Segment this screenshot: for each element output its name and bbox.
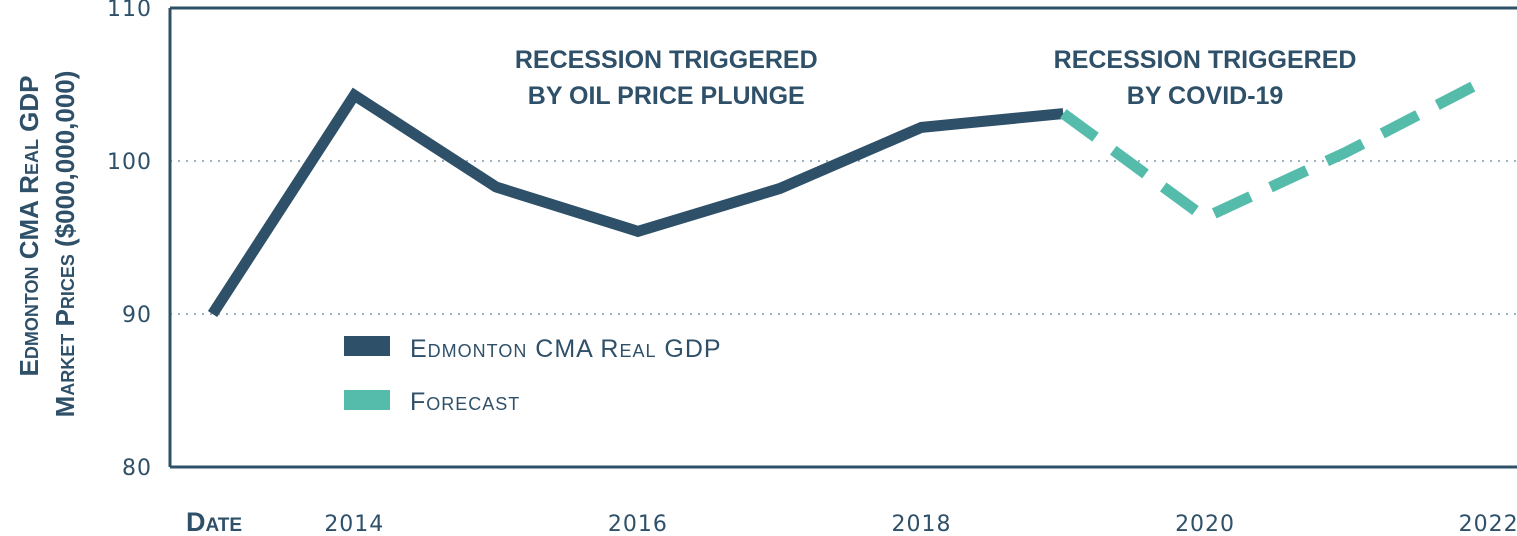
legend: Edmonton CMA Real GDP Forecast (344, 335, 722, 416)
legend-label-forecast: Forecast (410, 388, 520, 416)
y-tick-90: 90 (122, 303, 152, 328)
x-tick-2022: 2022 (1459, 512, 1517, 536)
gridlines (170, 160, 1517, 315)
series-line-forecast (1060, 73, 1492, 224)
y-tick-labels: 80 90 100 110 (107, 0, 152, 481)
annotation-0-line-1: BY OIL PRICE PLUNGE (528, 82, 805, 110)
y-tick-80: 80 (122, 456, 152, 481)
x-tick-2016: 2016 (608, 512, 668, 536)
annotations: RECESSION TRIGGERED BY OIL PRICE PLUNGE RE… (515, 46, 1357, 110)
x-axis-title: Date (186, 507, 242, 536)
legend-swatch-forecast (344, 390, 390, 410)
annotation-0-line-0: RECESSION TRIGGERED (515, 46, 818, 74)
annotation-1-line-0: RECESSION TRIGGERED (1054, 46, 1357, 74)
series-line-actual (207, 87, 1064, 317)
series-lines (207, 73, 1492, 317)
y-tick-110: 110 (107, 0, 152, 22)
axes (168, 6, 1517, 469)
y-tick-100: 100 (107, 150, 152, 175)
legend-label-actual: Edmonton CMA Real GDP (410, 335, 722, 363)
annotation-1-line-1: BY COVID-19 (1127, 82, 1284, 110)
y-axis-title-line1: Edmonton CMA Real GDP (14, 75, 44, 376)
y-axis-title: Edmonton CMA Real GDP Market Prices ($00… (14, 71, 80, 418)
x-tick-2018: 2018 (891, 512, 951, 536)
y-axis-title-line2: Market Prices ($000,000,000) (50, 71, 80, 418)
x-tick-2020: 2020 (1175, 512, 1235, 536)
x-tick-labels: 2014 2016 2018 2020 2022 (324, 512, 1517, 536)
legend-swatch-actual (344, 336, 390, 356)
x-tick-2014: 2014 (324, 512, 384, 536)
